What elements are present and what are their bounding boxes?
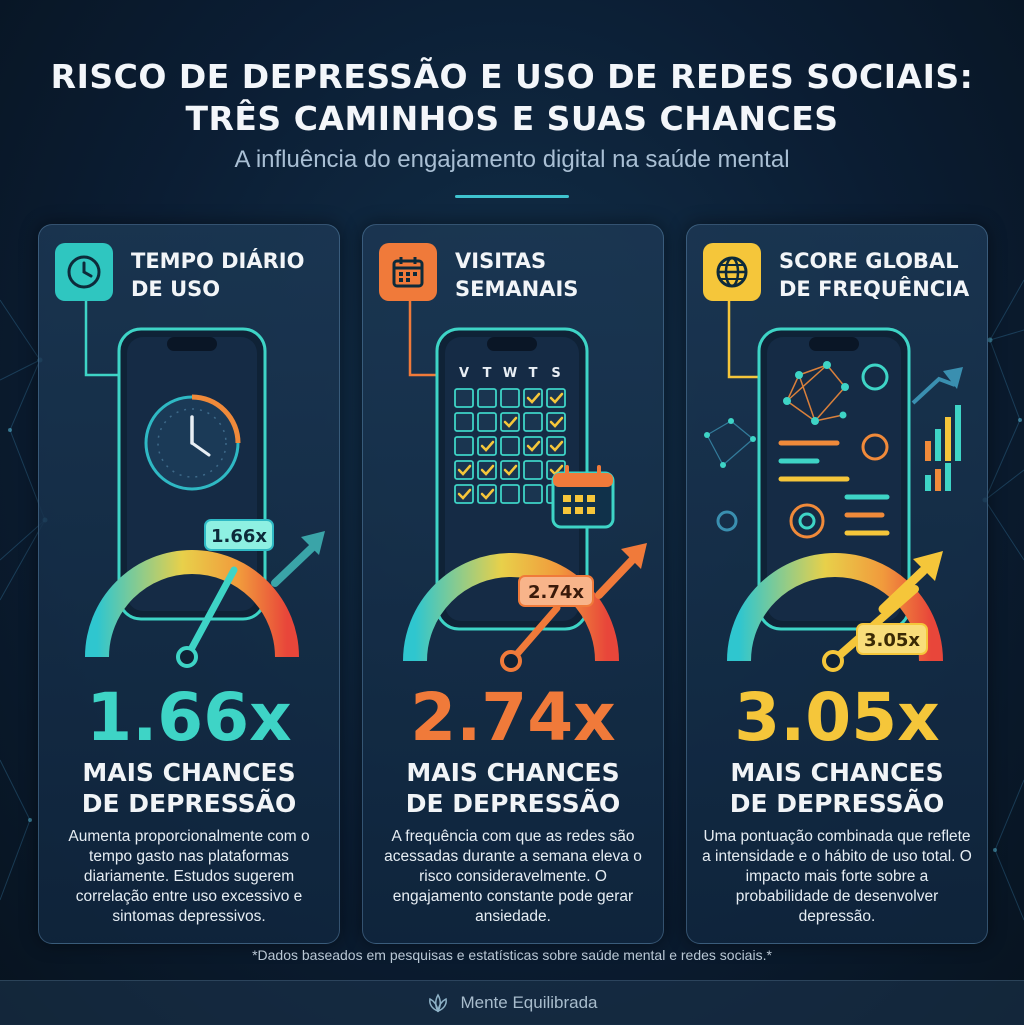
- card-description: Uma pontuação combinada que reflete a in…: [702, 828, 972, 925]
- weekday-letter: W: [503, 366, 517, 381]
- calendar-day-cell: [477, 436, 497, 456]
- page-title: RISCO DE DEPRESSÃO E USO DE REDES SOCIAI…: [0, 56, 1024, 140]
- calendar-day-cell: [523, 484, 543, 504]
- calendar-day-cell: [523, 460, 543, 480]
- card-title-line-2: DE FREQUÊNCIA: [779, 277, 970, 301]
- title-line-1: RISCO DE DEPRESSÃO E USO DE REDES SOCIAI…: [50, 57, 974, 96]
- check-icon: [503, 464, 518, 476]
- card-title: VISITAS SEMANAIS: [455, 247, 655, 303]
- calendar-day-cell: [546, 412, 566, 432]
- risk-label: MAIS CHANCES DE DEPRESSÃO: [363, 757, 663, 819]
- check-icon: [526, 392, 541, 404]
- calendar-day-cell: [454, 436, 474, 456]
- weekday-letter: S: [551, 366, 560, 381]
- weekday-letter: T: [483, 366, 492, 381]
- calendar-day-cell: [477, 484, 497, 504]
- calendar-day-cell: [500, 436, 520, 456]
- card-illustration: V T W T S 2.74x: [403, 301, 647, 672]
- check-icon: [549, 392, 564, 404]
- card-weekly-visits: V T W T S 2.74x VISITAS: [362, 224, 664, 944]
- check-icon: [457, 464, 472, 476]
- risk-label-line-1: MAIS CHANCES: [82, 758, 296, 787]
- card-description: A frequência com que as redes são acessa…: [384, 828, 642, 925]
- check-icon: [480, 440, 495, 452]
- card-title-line-1: TEMPO DIÁRIO: [131, 249, 305, 273]
- calendar-day-cell: [454, 484, 474, 504]
- weekday-letter: V: [459, 366, 469, 381]
- gauge-badge: 1.66x: [211, 526, 267, 547]
- risk-label-line-2: DE DEPRESSÃO: [405, 789, 621, 818]
- card-title-line-1: VISITAS: [455, 249, 547, 273]
- footnote: *Dados baseados em pesquisas e estatísti…: [252, 947, 772, 963]
- calendar-day-cell: [454, 460, 474, 480]
- risk-label: MAIS CHANCES DE DEPRESSÃO: [687, 757, 987, 819]
- risk-label-line-1: MAIS CHANCES: [730, 758, 944, 787]
- card-illustration: 3.05x: [704, 301, 963, 672]
- card-title: SCORE GLOBAL DE FREQUÊNCIA: [779, 247, 979, 303]
- lotus-icon: [429, 993, 448, 1013]
- check-icon: [480, 464, 495, 476]
- check-icon: [480, 488, 495, 500]
- globe-icon: [703, 243, 761, 301]
- gauge-badge: 2.74x: [528, 582, 584, 603]
- calendar-day-cell: [500, 484, 520, 504]
- risk-label-line-2: DE DEPRESSÃO: [729, 789, 945, 818]
- calendar-icon: [379, 243, 437, 301]
- calendar-day-cell: [500, 412, 520, 432]
- gauge-badge: 3.05x: [864, 630, 920, 651]
- check-icon: [503, 416, 518, 428]
- calendar-day-cell: [546, 388, 566, 408]
- calendar-day-cell: [523, 412, 543, 432]
- risk-label-line-2: DE DEPRESSÃO: [81, 789, 297, 818]
- calendar-day-cell: [454, 388, 474, 408]
- calendar-day-cell: [500, 388, 520, 408]
- risk-value: 2.74x: [410, 679, 616, 756]
- calendar-day-cell: [477, 460, 497, 480]
- card-title-line-2: SEMANAIS: [455, 277, 579, 301]
- risk-label: MAIS CHANCES DE DEPRESSÃO: [39, 757, 339, 819]
- calendar-day-cell: [454, 412, 474, 432]
- footer-bar: Mente Equilibrada: [0, 980, 1024, 1025]
- check-icon: [549, 440, 564, 452]
- card-title: TEMPO DIÁRIO DE USO: [131, 247, 331, 303]
- risk-value: 1.66x: [86, 679, 292, 756]
- clock-icon: [55, 243, 113, 301]
- calendar-day-cell: [477, 412, 497, 432]
- risk-label-line-1: MAIS CHANCES: [406, 758, 620, 787]
- check-icon: [457, 488, 472, 500]
- calendar-day-cell: [500, 460, 520, 480]
- calendar-grid: [454, 388, 566, 504]
- card-illustration: 1.66x: [84, 301, 325, 668]
- card-title-line-2: DE USO: [131, 277, 221, 301]
- brand-name: Mente Equilibrada: [460, 993, 598, 1012]
- risk-value: 3.05x: [734, 679, 940, 756]
- calendar-day-cell: [523, 388, 543, 408]
- calendar-day-cell: [523, 436, 543, 456]
- check-icon: [549, 416, 564, 428]
- card-title-line-1: SCORE GLOBAL: [779, 249, 959, 273]
- check-icon: [526, 440, 541, 452]
- card-daily-usage: 1.66x TEMPO DIÁRIO DE USO 1.66x MAIS CHA…: [38, 224, 340, 944]
- card-global-score: 3.05x SCORE GLOBAL DE FREQUÊNCIA 3.05x M…: [686, 224, 988, 944]
- calendar-day-cell: [546, 436, 566, 456]
- page-subtitle: A influência do engajamento digital na s…: [234, 146, 790, 173]
- title-divider: [455, 195, 569, 198]
- card-description: Aumenta proporcionalmente com o tempo ga…: [68, 828, 310, 925]
- calendar-day-cell: [477, 388, 497, 408]
- title-line-2: TRÊS CAMINHOS E SUAS CHANCES: [185, 99, 839, 138]
- weekday-letter: T: [529, 366, 538, 381]
